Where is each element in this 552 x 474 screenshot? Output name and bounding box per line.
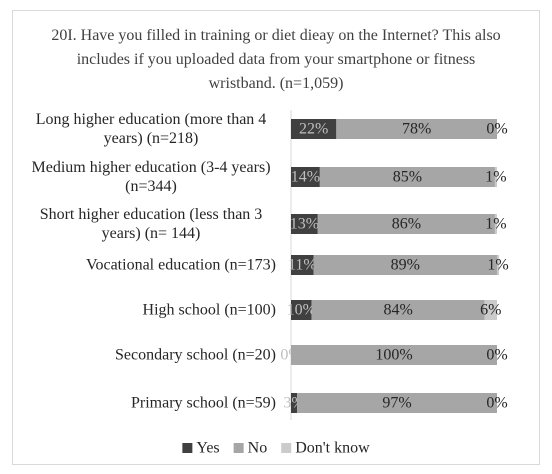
value-label: 85% bbox=[393, 169, 422, 186]
bar-segment bbox=[291, 214, 318, 234]
bar-segment bbox=[291, 119, 337, 139]
value-label: 1% bbox=[485, 216, 506, 233]
value-label: 78% bbox=[402, 121, 431, 138]
legend-label: Don't know bbox=[295, 440, 370, 457]
chart-title: 20I. Have you filled in training or diet… bbox=[51, 27, 501, 92]
bar-segment bbox=[319, 167, 495, 187]
legend-swatch bbox=[182, 443, 193, 453]
value-label: 84% bbox=[383, 302, 412, 319]
value-label: 1% bbox=[485, 169, 506, 186]
value-label: 22% bbox=[299, 121, 328, 138]
bar-segment bbox=[297, 393, 497, 413]
value-label: 100% bbox=[375, 347, 412, 364]
category-label: High school (n=100) bbox=[142, 301, 276, 319]
value-label: 11% bbox=[288, 257, 317, 274]
bar-segment bbox=[494, 167, 497, 187]
bar-segment bbox=[311, 300, 485, 320]
legend-label: No bbox=[248, 440, 268, 457]
bar-segment bbox=[317, 214, 495, 234]
category-label: Long higher education (more than 4 years… bbox=[35, 111, 267, 147]
bar-segment bbox=[484, 300, 497, 320]
value-label: 97% bbox=[382, 395, 411, 412]
bar-segment bbox=[291, 167, 320, 187]
bar-segment bbox=[336, 119, 497, 139]
legend-swatch bbox=[233, 443, 244, 453]
category-label: Secondary school (n=20) bbox=[115, 346, 276, 364]
bar-segment bbox=[291, 255, 314, 275]
chart-frame bbox=[12, 10, 540, 465]
bar-segment bbox=[291, 393, 298, 413]
value-label: 0% bbox=[486, 121, 507, 138]
category-label: Short higher education (less than 3 year… bbox=[39, 206, 263, 242]
category-label: Medium higher education (3-4 years) (n=3… bbox=[31, 159, 271, 195]
legend-swatch bbox=[281, 443, 292, 453]
legend-label: Yes bbox=[196, 440, 219, 457]
value-label: 86% bbox=[392, 216, 421, 233]
value-label: 89% bbox=[391, 257, 420, 274]
bar-segment bbox=[494, 214, 497, 234]
value-label: 10% bbox=[287, 302, 316, 319]
value-label: 1% bbox=[487, 257, 508, 274]
value-label: 14% bbox=[291, 169, 320, 186]
category-label: Vocational education (n=173) bbox=[85, 256, 276, 274]
value-label: 0% bbox=[486, 347, 507, 364]
bar-segment bbox=[497, 255, 500, 275]
bar-segment bbox=[291, 300, 312, 320]
value-label: 13% bbox=[290, 216, 319, 233]
bar-segment bbox=[313, 255, 497, 275]
category-label: Primary school (n=59) bbox=[131, 394, 276, 412]
bar-segment bbox=[291, 345, 497, 365]
value-label: 0% bbox=[486, 395, 507, 412]
value-label: 6% bbox=[480, 302, 501, 319]
